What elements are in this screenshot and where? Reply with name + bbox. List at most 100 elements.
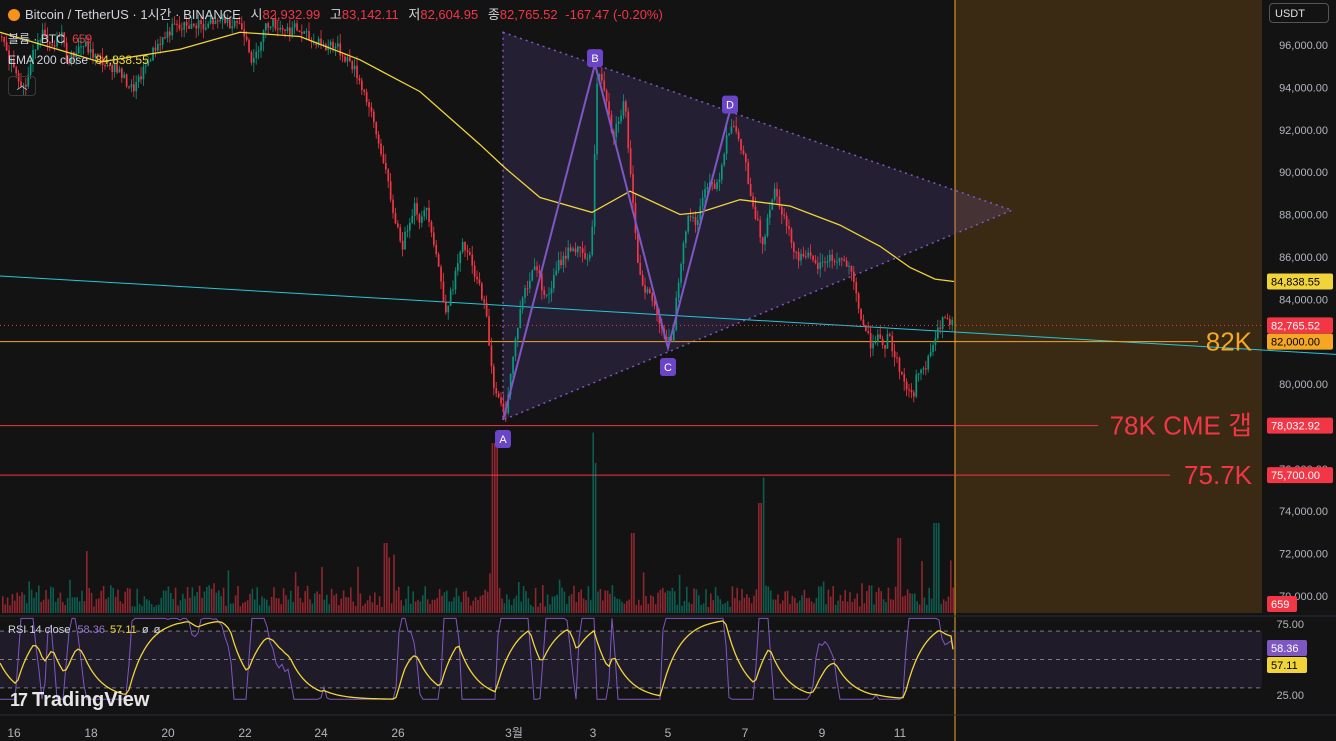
ema-legend[interactable]: EMA 200 close 84,838.55: [8, 53, 149, 67]
candle-body: [430, 221, 433, 233]
volume-bar: [40, 601, 42, 613]
rsi-tag: [1267, 657, 1307, 673]
volume-bar: [705, 589, 707, 613]
candle-body: [286, 27, 289, 32]
volume-bar: [400, 600, 402, 613]
volume-bar: [935, 523, 938, 613]
candle-body: [514, 339, 517, 357]
candle-body: [502, 403, 505, 410]
volume-bar: [714, 587, 717, 613]
volume-bar: [290, 590, 292, 613]
candle-body: [704, 188, 706, 198]
volume-bar: [112, 587, 114, 613]
volume-bar: [246, 600, 249, 613]
volume-bar: [294, 572, 297, 613]
volume-bar: [186, 587, 189, 613]
volume-bar: [393, 554, 395, 613]
candle-body: [529, 280, 531, 289]
candle-body: [809, 252, 812, 256]
price-tag: [1267, 333, 1333, 350]
candle-body: [697, 220, 699, 225]
volume-bar: [899, 538, 902, 613]
volume-bar: [674, 591, 676, 613]
volume-bar: [772, 599, 774, 613]
candle-body: [800, 253, 802, 261]
volume-bar: [448, 601, 450, 613]
volume-bar: [880, 591, 882, 613]
volume-bar: [597, 591, 599, 613]
volume-bar: [575, 601, 578, 613]
volume-bar: [604, 590, 606, 613]
candle-body: [89, 49, 92, 53]
candle-body: [829, 254, 831, 262]
volume-bar: [206, 586, 208, 613]
volume-bar: [208, 585, 210, 613]
rsi-legend[interactable]: RSI 14 close 58.36 57.11 ø ø: [8, 624, 160, 636]
candle-body: [329, 41, 332, 46]
candle-body: [685, 231, 687, 244]
candle-body: [236, 21, 238, 23]
high-value: 83,142.11: [341, 7, 399, 22]
candle-body: [356, 65, 358, 79]
volume-bar: [134, 606, 136, 613]
candle-body: [848, 265, 850, 267]
volume-bar: [263, 598, 266, 613]
volume-bar: [35, 592, 38, 613]
candle-body: [77, 46, 80, 54]
volume-bar: [38, 585, 40, 613]
candle-body: [106, 64, 109, 67]
candle-body: [716, 182, 718, 189]
volume-legend[interactable]: 볼륨 · BTC 659: [8, 30, 92, 47]
volume-bar: [868, 585, 870, 613]
candle-body: [872, 343, 874, 349]
rsi-extra-2: ø: [153, 624, 161, 636]
volume-bar: [227, 570, 230, 613]
candle-body: [183, 22, 186, 30]
volume-bar: [810, 601, 813, 613]
candle-body: [118, 68, 121, 73]
rsi-tag: [1267, 640, 1307, 656]
candle-body: [200, 20, 202, 24]
volume-bar: [210, 588, 213, 613]
volume-bar: [64, 605, 66, 613]
candle-body: [37, 40, 39, 50]
candle-body: [567, 247, 570, 259]
candle-body: [915, 374, 918, 397]
volume-bar: [479, 596, 482, 613]
candle-body: [877, 334, 879, 342]
volume-bar: [26, 603, 28, 613]
volume-bar: [218, 590, 220, 613]
volume-bar: [854, 598, 856, 613]
volume-bar: [23, 594, 26, 613]
volume-bar: [50, 586, 52, 613]
volume-bar: [585, 600, 587, 613]
rsi-tag-label: 57.11: [1271, 660, 1298, 672]
currency-button[interactable]: USDT: [1269, 3, 1329, 23]
volume-bar: [81, 590, 83, 613]
volume-bar: [472, 600, 474, 613]
candle-body: [399, 227, 402, 241]
volume-bar: [441, 595, 443, 613]
candle-body: [488, 316, 490, 346]
candle-body: [147, 61, 150, 66]
symbol-title[interactable]: Bitcoin / TetherUS · 1시간 · BINANCE: [25, 7, 241, 22]
volume-bar: [806, 598, 808, 613]
volume-bar: [645, 595, 647, 613]
volume-bar: [280, 604, 282, 613]
candle-body: [255, 51, 258, 59]
volume-bar: [347, 597, 350, 613]
candle-body: [951, 319, 954, 325]
candle-body: [879, 334, 882, 339]
volume-bar: [304, 591, 306, 613]
candle-body: [351, 60, 354, 70]
candle-body: [217, 20, 219, 22]
volume-bar: [861, 583, 863, 613]
volume-bar: [786, 590, 789, 613]
candle-body: [584, 252, 586, 259]
candle-body: [653, 300, 656, 306]
chevron-up-icon[interactable]: ︿: [8, 76, 36, 96]
candle-body: [205, 27, 207, 30]
candle-body: [109, 64, 111, 66]
candle-body: [881, 338, 884, 346]
